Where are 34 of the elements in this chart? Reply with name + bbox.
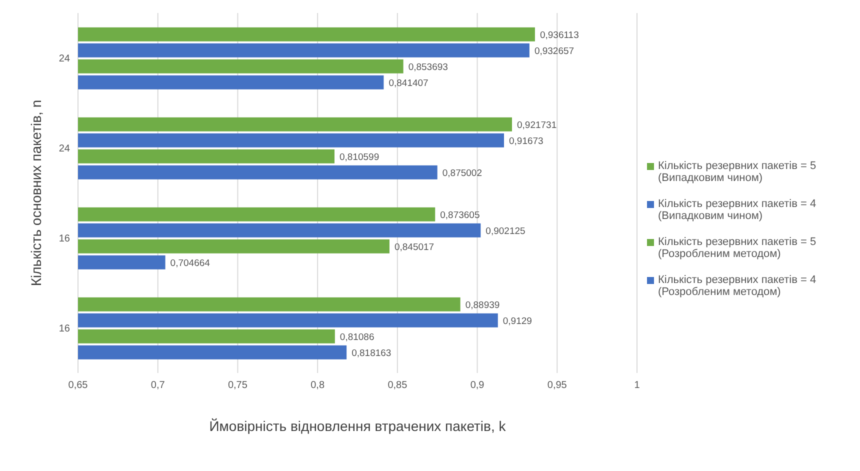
y-tick-label: 16 <box>58 324 70 335</box>
y-tick-label: 24 <box>58 54 70 65</box>
data-label: 0,88939 <box>465 300 500 311</box>
y-axis-title: Кількість основних пакетів, n <box>28 100 44 286</box>
legend-label: Кількість резервних пакетів = 4 (Випадковим чином) <box>658 198 818 222</box>
data-label: 0,704664 <box>170 258 210 269</box>
data-label: 0,9129 <box>502 316 532 327</box>
data-label: 0,91673 <box>509 136 544 147</box>
y-tick-label: 16 <box>58 234 70 245</box>
data-label: 0,875002 <box>442 168 482 179</box>
x-tick-label: 0,9 <box>470 380 485 392</box>
data-label: 0,845017 <box>394 242 434 253</box>
x-tick-label: 0,95 <box>547 380 568 392</box>
legend-label: Кількість резервних пакетів = 5 (Розробленим методом) <box>658 236 818 260</box>
data-label: 0,921731 <box>516 120 557 131</box>
x-tick-label: 1 <box>634 380 640 392</box>
x-tick-label: 0,75 <box>228 380 248 392</box>
data-label: 0,936113 <box>540 30 579 41</box>
data-label: 0,873605 <box>440 210 480 221</box>
legend-label: Кількість резервних пакетів = 4 (Розробленим методом) <box>658 274 818 298</box>
y-tick-label: 24 <box>58 144 70 155</box>
data-label: 0,841407 <box>388 78 428 89</box>
data-label: 0,818163 <box>352 348 392 359</box>
x-tick-label: 0,65 <box>68 380 88 392</box>
legend-label: Кількість резервних пакетів = 5 (Випадковим чином) <box>658 160 818 184</box>
x-tick-label: 0,7 <box>150 380 166 392</box>
data-label: 0,932657 <box>534 46 574 57</box>
x-tick-label: 0,85 <box>388 380 408 392</box>
x-tick-label: 0,8 <box>310 380 325 392</box>
data-label: 0,902125 <box>486 226 526 237</box>
x-axis-title: Ймовірність відновлення втрачених пакетів, k <box>209 418 507 434</box>
data-label: 0,81086 <box>340 332 374 343</box>
data-label: 0,810599 <box>340 152 380 163</box>
data-label: 0,853693 <box>408 62 448 73</box>
